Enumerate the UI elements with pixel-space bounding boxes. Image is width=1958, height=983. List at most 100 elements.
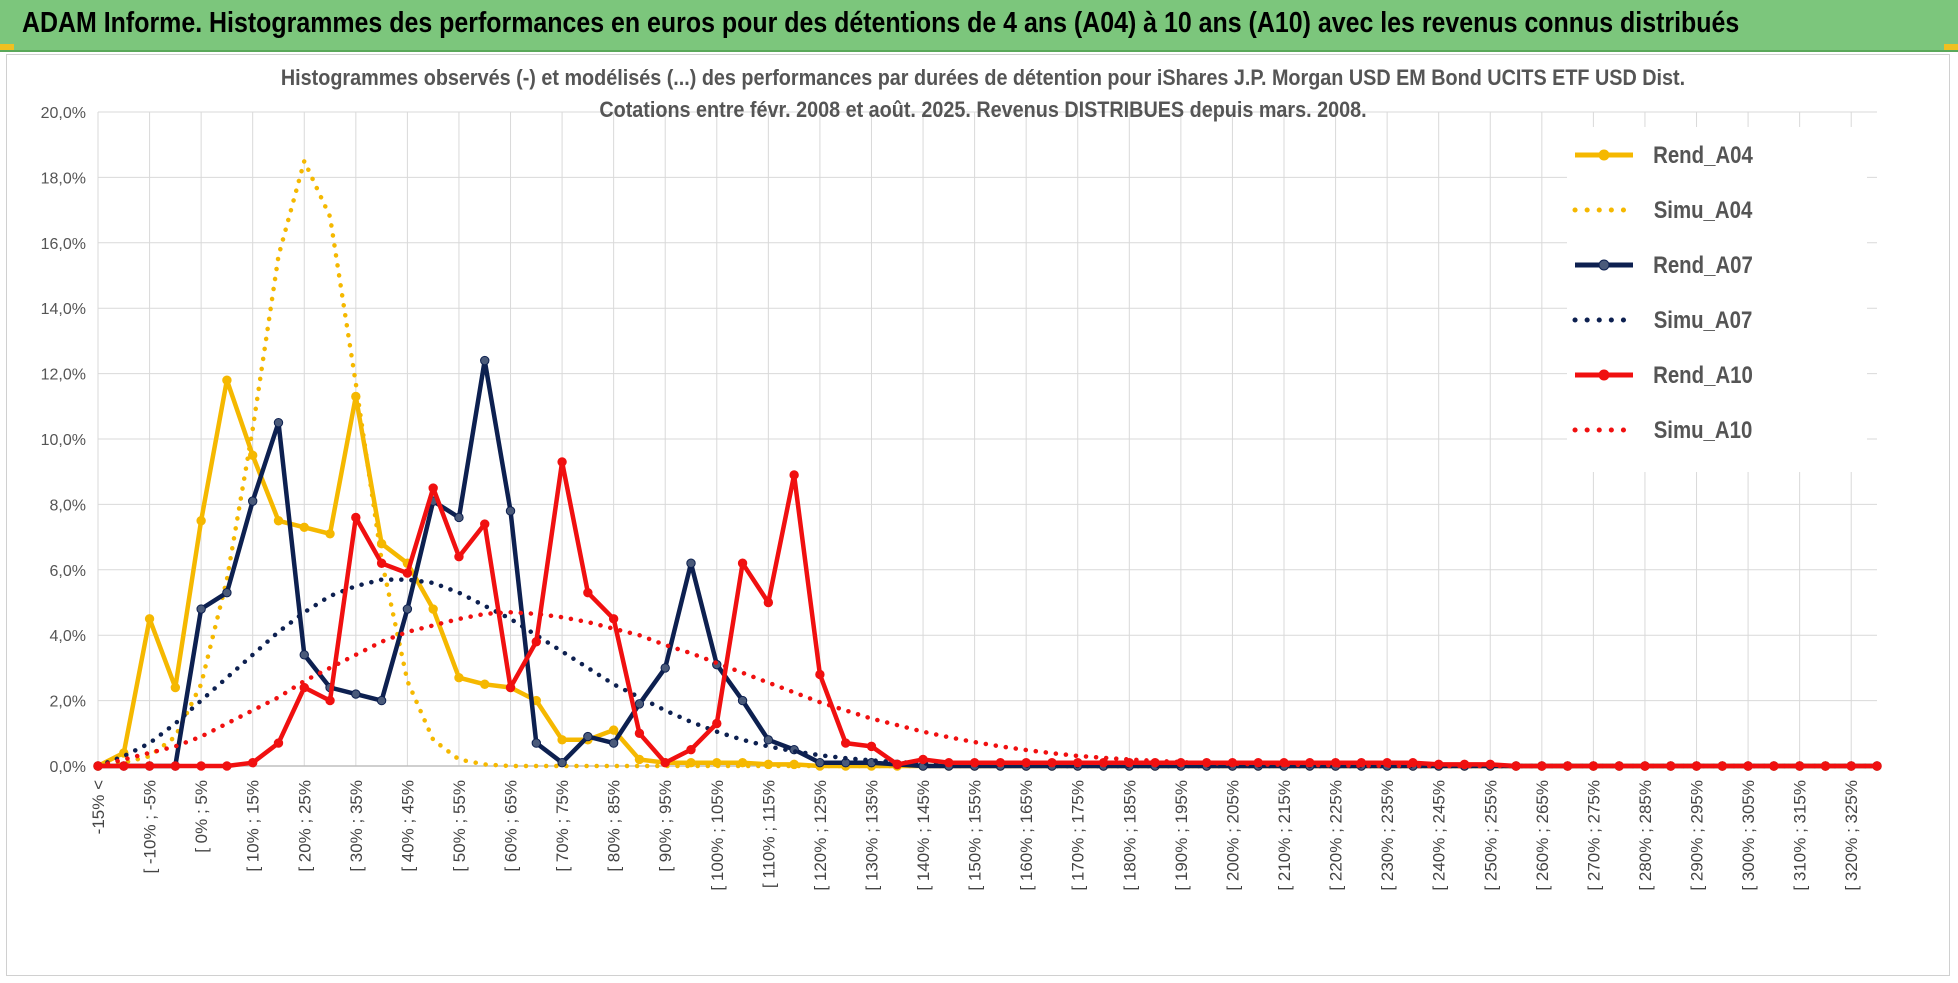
data-point-rend-a04 xyxy=(454,673,464,683)
data-point-rend-a07 xyxy=(454,512,464,523)
data-point-rend-a10 xyxy=(1098,758,1109,768)
data-point-rend-a04 xyxy=(428,604,438,614)
legend-marker-rend-a07 xyxy=(1598,259,1610,271)
x-tick-label: [ 290% ; 295% xyxy=(1688,780,1707,891)
data-point-rend-a10 xyxy=(557,457,567,467)
x-tick-label: [ 100% ; 105% xyxy=(708,780,727,891)
data-point-rend-a10 xyxy=(170,761,181,771)
x-tick-label: [ 90% ; 95% xyxy=(656,780,675,872)
data-point-rend-a07 xyxy=(196,604,206,614)
x-tick-label: [ 20% ; 25% xyxy=(295,780,314,872)
series-line-simu-a10 xyxy=(95,610,1880,769)
header-banner: ADAM Informe. Histogrammes des performan… xyxy=(0,0,1958,52)
data-point-rend-a10 xyxy=(402,568,413,578)
x-tick-label: [ 150% ; 155% xyxy=(966,780,985,891)
y-tick-label: 6,0% xyxy=(50,563,86,580)
series-line-rend-a10 xyxy=(98,459,1877,769)
chart: 0,0% 2,0% 4,0% 6,0% 8,0% 10,0% 12,0% 14,0% 16,0%… xyxy=(41,66,1882,891)
legend-box xyxy=(1567,127,1867,472)
data-point-rend-a10 xyxy=(686,744,696,755)
data-point-rend-a10 xyxy=(840,738,851,748)
data-point-rend-a10 xyxy=(505,682,516,693)
data-point-rend-a10 xyxy=(119,761,129,771)
chart-title-line-1: Histogrammes observés (-) et modélisés (… xyxy=(281,66,1685,90)
data-point-rend-a07 xyxy=(299,650,309,660)
x-tick-label: [ 220% ; 225% xyxy=(1327,780,1346,891)
data-point-rend-a10 xyxy=(376,558,387,568)
data-point-rend-a04 xyxy=(273,516,284,526)
x-tick-label: [ 280% ; 285% xyxy=(1636,780,1655,891)
data-point-rend-a10 xyxy=(144,761,155,771)
data-point-rend-a07 xyxy=(815,758,825,768)
data-point-rend-a10 xyxy=(1021,758,1031,768)
y-tick-label: 20,0% xyxy=(41,105,86,122)
x-tick-label: [ 170% ; 175% xyxy=(1069,780,1088,891)
data-point-rend-a04 xyxy=(299,522,309,532)
data-point-rend-a07 xyxy=(273,417,284,428)
x-tick-label: [ 110% ; 115% xyxy=(759,780,778,888)
x-tick-label: [ 60% ; 65% xyxy=(502,780,521,872)
x-tick-label: [ 300% ; 305% xyxy=(1739,780,1758,891)
data-point-rend-a07 xyxy=(531,738,542,748)
data-point-rend-a07 xyxy=(222,587,232,598)
data-point-rend-a10 xyxy=(634,728,645,738)
data-point-rend-a04 xyxy=(222,375,232,385)
data-point-rend-a04 xyxy=(196,516,206,526)
x-tick-label: [ 210% ; 215% xyxy=(1275,780,1294,891)
data-point-rend-a04 xyxy=(557,735,567,745)
page-title: ADAM Informe. Histogrammes des performan… xyxy=(22,7,1740,39)
y-tick-label: 18,0% xyxy=(41,170,86,187)
data-point-rend-a10 xyxy=(995,758,1006,768)
x-tick-label: [ 180% ; 185% xyxy=(1120,780,1139,891)
y-tick-label: 14,0% xyxy=(41,301,86,318)
data-point-rend-a07 xyxy=(480,355,490,366)
x-tick-label: [ 250% ; 255% xyxy=(1481,780,1500,891)
data-point-rend-a10 xyxy=(222,761,232,771)
x-tick-label: [ 140% ; 145% xyxy=(914,780,933,891)
x-tick-label: [ 320% ; 325% xyxy=(1842,780,1861,891)
data-point-rend-a10 xyxy=(196,761,206,771)
legend-label-simu-a07: Simu_A07 xyxy=(1654,306,1753,333)
corner-accent-left xyxy=(0,44,14,50)
data-point-rend-a07 xyxy=(686,558,696,568)
data-point-rend-a07 xyxy=(583,731,593,742)
legend-marker-rend-a10 xyxy=(1598,369,1610,381)
data-point-rend-a07 xyxy=(351,689,361,699)
x-tick-label: [ 40% ; 45% xyxy=(398,780,417,872)
data-point-rend-a10 xyxy=(608,614,619,624)
data-point-rend-a10 xyxy=(789,470,799,480)
grid xyxy=(97,111,1877,767)
data-point-rend-a10 xyxy=(1073,758,1083,768)
data-point-rend-a04 xyxy=(608,725,619,735)
data-point-rend-a07 xyxy=(376,695,387,706)
legend-label-rend-a10: Rend_A10 xyxy=(1653,361,1753,388)
chart-frame: 0,0% 2,0% 4,0% 6,0% 8,0% 10,0% 12,0% 14,0% 16,0%… xyxy=(6,54,1950,976)
corner-accent-right xyxy=(1944,44,1958,50)
data-point-rend-a07 xyxy=(763,735,774,745)
data-point-rend-a10 xyxy=(763,597,774,608)
data-point-rend-a04 xyxy=(247,450,258,461)
data-point-rend-a10 xyxy=(660,758,670,768)
x-tick-label: [ 310% ; 315% xyxy=(1791,780,1810,891)
chart-title-line-2: Cotations entre févr. 2008 et août. 2025… xyxy=(599,98,1366,122)
data-point-rend-a10 xyxy=(815,669,825,680)
data-point-rend-a10 xyxy=(351,512,361,523)
data-point-rend-a07 xyxy=(634,699,645,709)
data-point-rend-a07 xyxy=(557,758,567,768)
data-point-rend-a10 xyxy=(892,759,902,770)
x-tick-label: [ 10% ; 15% xyxy=(244,780,263,872)
x-tick-label: [ 190% ; 195% xyxy=(1172,780,1191,891)
legend: Rend_A04 Simu_A04 Rend_A07 Simu_A07 Rend_A10… xyxy=(1567,127,1867,472)
y-tick-label: 8,0% xyxy=(50,497,86,514)
y-tick-label: 12,0% xyxy=(41,367,86,384)
data-point-rend-a04 xyxy=(480,679,490,689)
data-point-rend-a04 xyxy=(634,754,645,765)
x-tick-label: [ 230% ; 235% xyxy=(1378,780,1397,891)
data-point-rend-a10 xyxy=(1459,759,1470,770)
axes: 0,0% 2,0% 4,0% 6,0% 8,0% 10,0% 12,0% 14,0% 16,0%… xyxy=(41,105,1877,891)
y-tick-label: 10,0% xyxy=(41,432,86,449)
data-point-rend-a10 xyxy=(737,558,748,568)
data-point-rend-a10 xyxy=(325,695,335,706)
data-point-rend-a10 xyxy=(866,741,877,752)
data-point-rend-a07 xyxy=(505,506,516,516)
